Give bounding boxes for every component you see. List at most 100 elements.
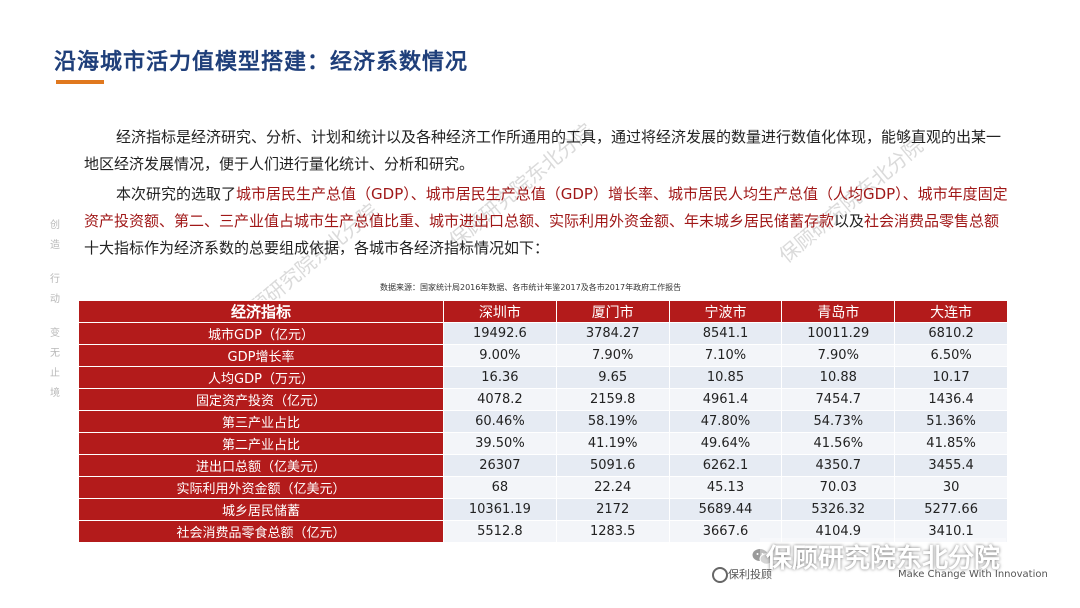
table-row: 实际利用外资金额（亿美元） 68 22.24 45.13 70.03 30 — [78, 476, 1008, 499]
table-cell: 4961.4 — [668, 388, 783, 411]
motto-char: 造 — [50, 240, 60, 251]
table-cell: 6.50% — [894, 344, 1008, 367]
row-label: GDP增长率 — [78, 344, 444, 367]
table-cell: 2159.8 — [555, 388, 670, 411]
table-cell: 4104.9 — [781, 520, 896, 543]
company-logo: 保利投顾 — [728, 568, 772, 581]
motto-char: 动 — [50, 294, 60, 305]
table-cell: 1436.4 — [894, 388, 1008, 411]
table-row: 城市GDP（亿元） 19492.6 3784.27 8541.1 10011.29 681… — [78, 322, 1008, 345]
table-row: 固定资产投资（亿元） 4078.2 2159.8 4961.4 7454.7 1436.4 — [78, 388, 1008, 411]
table-row: 第二产业占比 39.50% 41.19% 49.64% 41.56% 41.85% — [78, 432, 1008, 455]
table-cell: 26307 — [443, 454, 557, 477]
table-cell: 10.85 — [668, 366, 783, 389]
row-label: 实际利用外资金额（亿美元） — [78, 476, 444, 499]
row-label: 社会消费品零食总额（亿元） — [78, 520, 444, 543]
table-cell: 60.46% — [443, 410, 557, 433]
table-cell: 4078.2 — [443, 388, 557, 411]
table-cell: 9.00% — [443, 344, 557, 367]
table-cell: 5512.8 — [443, 520, 557, 543]
table-cell: 10011.29 — [781, 322, 896, 345]
table-cell: 3410.1 — [894, 520, 1008, 543]
table-cell: 8541.1 — [668, 322, 783, 345]
row-label: 进出口总额（亿美元） — [78, 454, 444, 477]
column-header: 宁波市 — [668, 300, 783, 323]
motto-char: 变 — [50, 328, 60, 339]
table-cell: 41.56% — [781, 432, 896, 455]
table-cell: 7.10% — [668, 344, 783, 367]
table-cell: 47.80% — [668, 410, 783, 433]
table-cell: 51.36% — [894, 410, 1008, 433]
table-cell: 7.90% — [555, 344, 670, 367]
table-cell: 45.13 — [668, 476, 783, 499]
table-cell: 22.24 — [555, 476, 670, 499]
intro-paragraph: 经济指标是经济研究、分析、计划和统计以及各种经济工作所通用的工具，通过将经济发展… — [84, 128, 1002, 173]
row-label: 第二产业占比 — [78, 432, 444, 455]
motto-char: 境 — [50, 388, 60, 399]
table-row: 人均GDP（万元） 16.36 9.65 10.85 10.88 10.17 — [78, 366, 1008, 389]
table-cell: 3784.27 — [555, 322, 670, 345]
row-label: 城乡居民储蓄 — [78, 498, 444, 521]
table-cell: 58.19% — [555, 410, 670, 433]
table-cell: 7.90% — [781, 344, 896, 367]
table-row: 城乡居民储蓄 10361.19 2172 5689.44 5326.32 5277.66 — [78, 498, 1008, 521]
paragraph-text: 以及 — [834, 212, 865, 230]
row-label: 固定资产投资（亿元） — [78, 388, 444, 411]
table-cell: 2172 — [555, 498, 670, 521]
company-logo-icon — [712, 567, 728, 583]
table-cell: 10.88 — [781, 366, 896, 389]
table-cell: 7454.7 — [781, 388, 896, 411]
table-row: 进出口总额（亿美元） 26307 5091.6 6262.1 4350.7 3455.4 — [78, 454, 1008, 477]
paragraph-text: 十大指标作为经济系数的总要组成依据，各城市各经济指标情况如下： — [84, 239, 550, 257]
table-cell: 3455.4 — [894, 454, 1008, 477]
table-cell: 39.50% — [443, 432, 557, 455]
account-watermark: 保顾研究院东北分院 — [760, 538, 1007, 575]
data-source-note: 数据来源：国家统计局2016年数据、各市统计年鉴2017及各市2017年政府工作… — [380, 283, 682, 292]
table-cell: 6262.1 — [668, 454, 783, 477]
title-accent-bar — [56, 80, 104, 84]
table-cell: 5689.44 — [668, 498, 783, 521]
table-cell: 41.19% — [555, 432, 670, 455]
table-cell: 4350.7 — [781, 454, 896, 477]
row-label: 第三产业占比 — [78, 410, 444, 433]
column-header: 深圳市 — [443, 300, 557, 323]
table-header-row: 经济指标 深圳市 厦门市 宁波市 青岛市 大连市 — [78, 300, 1008, 323]
motto-char: 行 — [50, 274, 60, 285]
wechat-icon — [752, 549, 774, 565]
row-label: 城市GDP（亿元） — [78, 322, 444, 345]
highlighted-indicators: 城市居民生产总值（GDP）、城市居民生产总值（GDP）增长率、城市居民人均生产总… — [84, 185, 1008, 230]
column-header: 厦门市 — [555, 300, 670, 323]
table-cell: 68 — [443, 476, 557, 499]
table-cell: 10361.19 — [443, 498, 557, 521]
table-row: GDP增长率 9.00% 7.90% 7.10% 7.90% 6.50% — [78, 344, 1008, 367]
table-cell: 1283.5 — [555, 520, 670, 543]
motto-char: 创 — [50, 220, 60, 231]
table-cell: 6810.2 — [894, 322, 1008, 345]
column-header: 大连市 — [894, 300, 1008, 323]
table-cell: 5277.66 — [894, 498, 1008, 521]
table-cell: 30 — [894, 476, 1008, 499]
row-label: 人均GDP（万元） — [78, 366, 444, 389]
table-cell: 5326.32 — [781, 498, 896, 521]
table-cell: 41.85% — [894, 432, 1008, 455]
column-header: 经济指标 — [78, 300, 444, 323]
table-row: 社会消费品零食总额（亿元） 5512.8 1283.5 3667.6 4104.9 341… — [78, 520, 1008, 543]
table-cell: 19492.6 — [443, 322, 557, 345]
motto-char: 无 — [50, 348, 60, 359]
company-slogan: Make Change With Innovation — [898, 569, 1048, 580]
table-cell: 16.36 — [443, 366, 557, 389]
table-cell: 5091.6 — [555, 454, 670, 477]
paragraph-text: 本次研究的选取了 — [116, 185, 237, 203]
table-row: 第三产业占比 60.46% 58.19% 47.80% 54.73% 51.36% — [78, 410, 1008, 433]
table-cell: 54.73% — [781, 410, 896, 433]
table-cell: 49.64% — [668, 432, 783, 455]
table-cell: 70.03 — [781, 476, 896, 499]
side-motto: 创 造 行 动 变 无 止 境 — [46, 216, 64, 404]
page-title: 沿海城市活力值模型搭建：经济系数情况 — [54, 50, 469, 75]
motto-char: 止 — [50, 368, 60, 379]
economic-indicator-table: 经济指标 深圳市 厦门市 宁波市 青岛市 大连市 城市GDP（亿元） 19492.… — [78, 300, 1008, 543]
table-cell: 9.65 — [555, 366, 670, 389]
highlighted-indicator: 社会消费品零售总额 — [864, 212, 1000, 230]
selection-paragraph: 本次研究的选取了城市居民生产总值（GDP）、城市居民生产总值（GDP）增长率、城… — [84, 181, 1012, 262]
column-header: 青岛市 — [781, 300, 896, 323]
